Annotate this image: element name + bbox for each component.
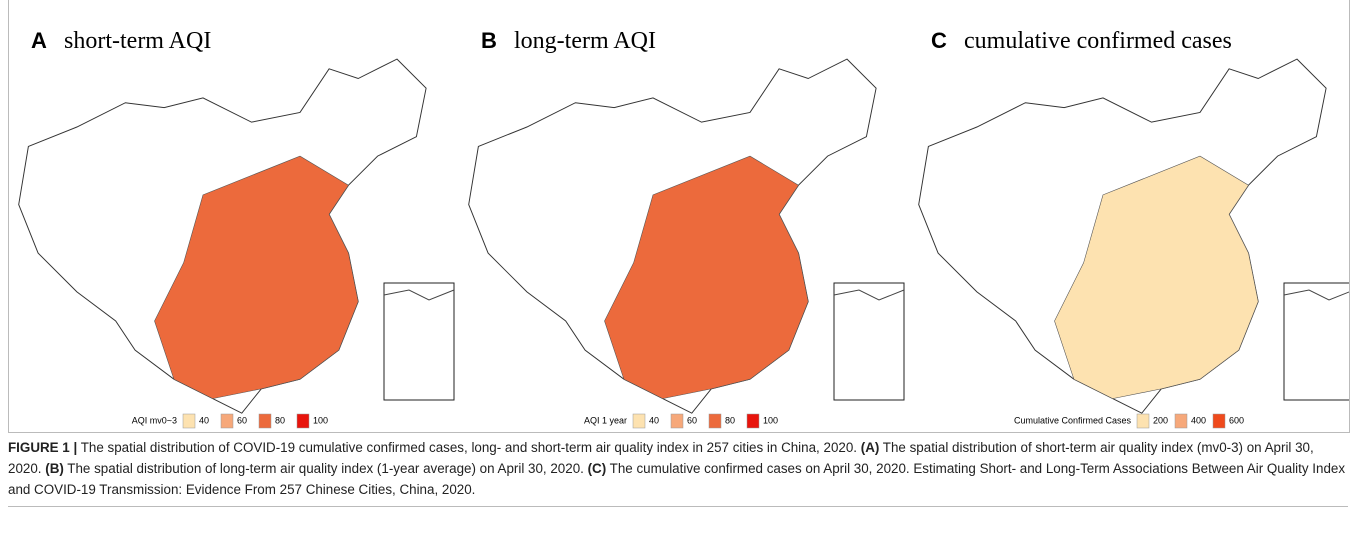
inset-coast — [833, 289, 905, 301]
caption-text: The spatial distribution of COVID-19 cum… — [77, 440, 861, 455]
caption-ref: (C) — [587, 461, 607, 476]
map — [468, 58, 877, 414]
legend-label: 100 — [313, 415, 328, 425]
caption: FIGURE 1 | The spatial distribution of C… — [8, 437, 1348, 507]
legend-swatch — [632, 413, 646, 429]
legend-label: 60 — [687, 415, 697, 425]
legend-label: 100 — [763, 415, 778, 425]
inset-map — [383, 282, 455, 401]
legend-title: Cumulative Confirmed Cases — [1014, 415, 1132, 425]
legend-label: 60 — [237, 415, 247, 425]
legend-label: 80 — [725, 415, 735, 425]
caption-ref: (B) — [45, 461, 64, 476]
inset-coast — [1283, 289, 1349, 301]
map — [18, 58, 427, 414]
legend-title: AQI mv0~3 — [132, 415, 177, 425]
legend-label: 600 — [1229, 415, 1244, 425]
panel-letter: A — [31, 28, 47, 53]
inset-map — [1283, 282, 1349, 401]
legend-swatch — [296, 413, 310, 429]
legend-swatch — [746, 413, 760, 429]
panel-letter: B — [481, 28, 497, 53]
legend-label: 200 — [1153, 415, 1168, 425]
legend-label: 80 — [275, 415, 285, 425]
panel-letter: C — [931, 28, 947, 53]
legend-title: AQI 1 year — [584, 415, 627, 425]
inset-map — [833, 282, 905, 401]
legend-swatch — [258, 413, 272, 429]
legend-swatch — [220, 413, 234, 429]
legend-swatch — [708, 413, 722, 429]
legend-swatch — [1174, 413, 1188, 429]
caption-label: FIGURE 1 | — [8, 440, 78, 455]
caption-text: The cumulative confirmed cases on April … — [8, 461, 1346, 497]
inset-coast — [383, 289, 455, 301]
legend-swatch — [1212, 413, 1226, 429]
caption-ref: (A) — [860, 440, 880, 455]
legend-swatch — [182, 413, 196, 429]
panel-title: short-term AQI — [64, 28, 211, 54]
panel-title: cumulative confirmed cases — [964, 28, 1232, 54]
legend-label: 400 — [1191, 415, 1206, 425]
panel-title: long-term AQI — [514, 28, 656, 54]
legend-label: 40 — [199, 415, 209, 425]
caption-text: The spatial distribution of long-term ai… — [63, 461, 588, 476]
legend-label: 40 — [649, 415, 659, 425]
legend-swatch — [1136, 413, 1150, 429]
caption-text: The spatial distribution of short-term a… — [8, 440, 1314, 476]
map — [918, 58, 1327, 414]
legend-swatch — [670, 413, 684, 429]
